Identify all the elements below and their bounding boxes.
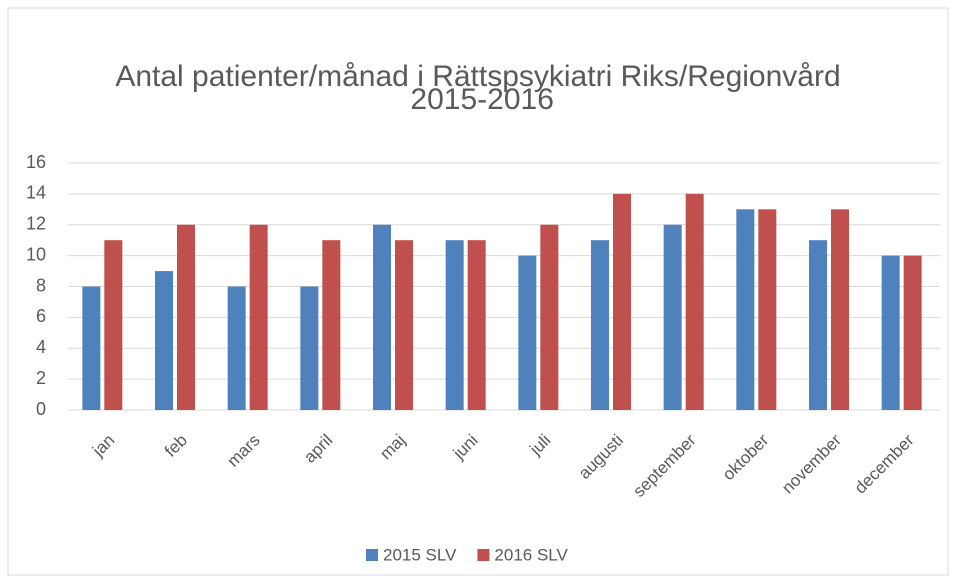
bar bbox=[395, 240, 413, 410]
bar bbox=[831, 209, 849, 410]
bar bbox=[445, 240, 464, 410]
bar bbox=[373, 224, 391, 410]
y-tick-label: 0 bbox=[36, 399, 46, 419]
y-tick-label: 8 bbox=[36, 275, 46, 295]
y-tick-label: 12 bbox=[26, 214, 46, 234]
bar bbox=[881, 255, 900, 410]
bar bbox=[663, 224, 682, 410]
bar bbox=[613, 193, 631, 410]
bar bbox=[322, 240, 341, 410]
bar bbox=[104, 240, 123, 410]
y-tick-label: 6 bbox=[36, 306, 46, 326]
bar bbox=[227, 286, 246, 410]
bar bbox=[177, 224, 195, 410]
y-tick-label: 4 bbox=[36, 337, 46, 357]
y-tick-label: 10 bbox=[26, 244, 46, 264]
legend-label: 2016 SLV bbox=[494, 545, 568, 564]
bar bbox=[903, 255, 922, 410]
bar bbox=[540, 224, 559, 410]
bar bbox=[155, 271, 173, 410]
legend-label: 2015 SLV bbox=[383, 545, 457, 564]
bar bbox=[591, 240, 609, 410]
chart-title: Antal patienter/månad i Rättspsykiatri R… bbox=[115, 60, 840, 116]
bar bbox=[736, 209, 755, 410]
bar bbox=[249, 224, 268, 410]
bar bbox=[300, 286, 319, 410]
legend-swatch bbox=[477, 549, 490, 561]
bar bbox=[685, 193, 704, 410]
y-tick-label: 2 bbox=[36, 368, 46, 388]
y-tick-label: 16 bbox=[26, 152, 46, 172]
bar bbox=[82, 286, 101, 410]
legend-swatch bbox=[366, 549, 378, 561]
bar bbox=[518, 255, 537, 410]
bar bbox=[809, 240, 827, 410]
y-tick-label: 14 bbox=[26, 183, 46, 203]
bar bbox=[758, 209, 777, 410]
bar bbox=[467, 240, 486, 410]
